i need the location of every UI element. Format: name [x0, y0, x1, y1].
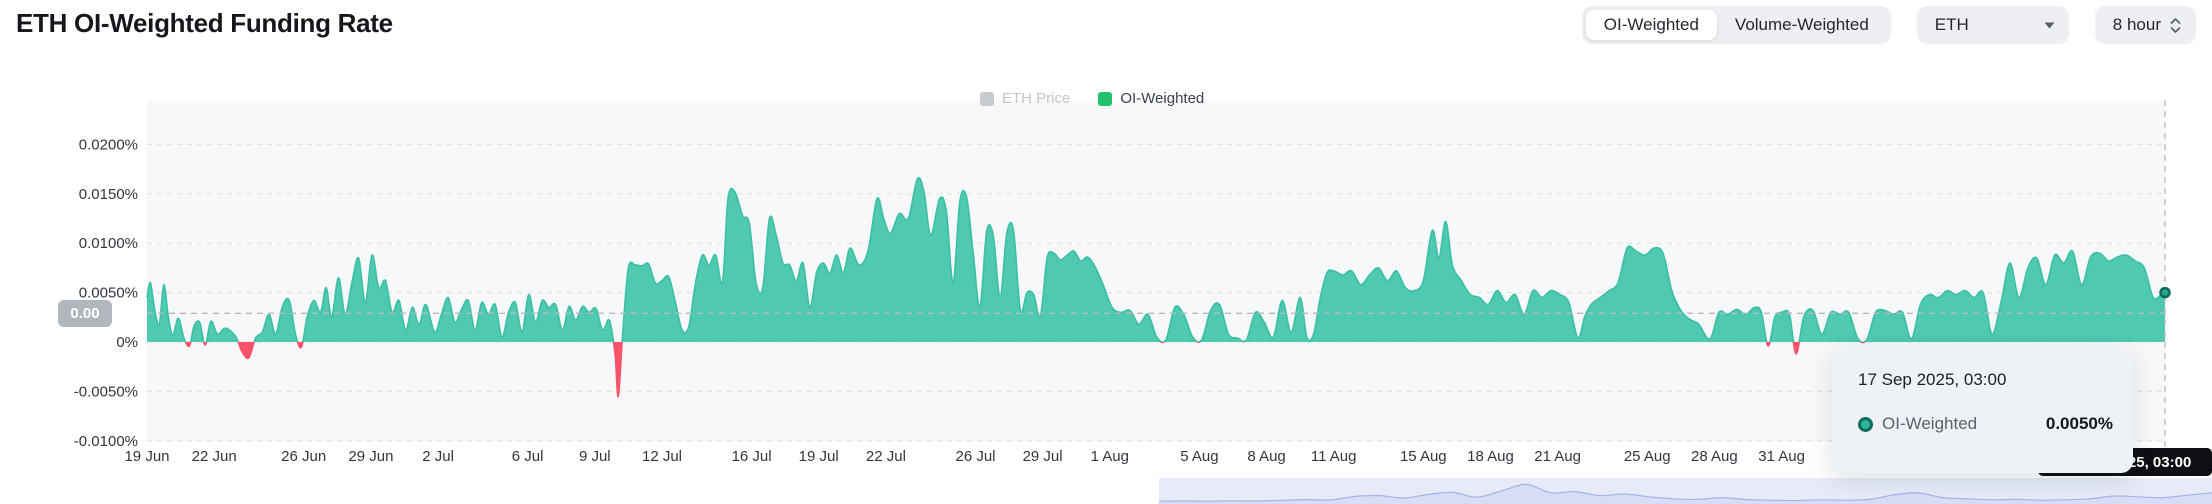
svg-text:11 Aug: 11 Aug — [1311, 448, 1357, 465]
header-controls: OI-Weighted Volume-Weighted ETH 8 hour — [1581, 6, 2196, 44]
svg-text:0.0100%: 0.0100% — [79, 235, 138, 252]
up-down-chevrons-icon — [2170, 17, 2181, 33]
legend-item-oi-weighted[interactable]: OI-Weighted — [1098, 90, 1204, 107]
svg-text:0%: 0% — [116, 334, 138, 351]
svg-text:15 Aug: 15 Aug — [1400, 448, 1447, 465]
svg-text:0.0150%: 0.0150% — [79, 186, 138, 203]
chevron-down-icon — [2044, 22, 2055, 28]
y-axis-pointer-badge: 0.00 — [58, 300, 112, 327]
svg-text:9 Jul: 9 Jul — [579, 448, 611, 465]
svg-text:5 Aug: 5 Aug — [1180, 448, 1218, 465]
svg-text:29 Jul: 29 Jul — [1023, 448, 1063, 465]
svg-text:0.0050%: 0.0050% — [79, 285, 138, 302]
legend-item-eth-price[interactable]: ETH Price — [980, 90, 1070, 107]
tooltip: 17 Sep 2025, 03:00 OI-Weighted 0.0050% — [1832, 348, 2133, 473]
svg-text:25 Aug: 25 Aug — [1624, 448, 1671, 465]
svg-text:16 Jul: 16 Jul — [732, 448, 772, 465]
svg-text:2 Jul: 2 Jul — [422, 448, 454, 465]
tooltip-row: OI-Weighted 0.0050% — [1858, 414, 2113, 434]
svg-text:31 Aug: 31 Aug — [1758, 448, 1805, 465]
data-zoom-navigator[interactable] — [1158, 478, 2212, 504]
tooltip-series-value: 0.0050% — [2045, 414, 2113, 433]
svg-text:0.0200%: 0.0200% — [79, 136, 138, 153]
svg-text:26 Jul: 26 Jul — [955, 448, 995, 465]
page-title: ETH OI-Weighted Funding Rate — [16, 8, 393, 38]
chart-legend: ETH Price OI-Weighted — [980, 90, 1204, 107]
series-marker-icon — [1858, 416, 1873, 432]
svg-text:8 Aug: 8 Aug — [1247, 448, 1285, 465]
last-point-marker — [2159, 286, 2171, 299]
svg-text:21 Aug: 21 Aug — [1534, 448, 1581, 465]
svg-text:6 Jul: 6 Jul — [512, 448, 544, 465]
tooltip-series-label: OI-Weighted — [1882, 414, 1978, 433]
y-axis-labels: 0.0200% 0.0150% 0.0100% 0.0050% 0% -0.0050% -0… — [74, 136, 138, 449]
svg-text:12 Jul: 12 Jul — [642, 448, 682, 465]
svg-text:-0.0100%: -0.0100% — [74, 433, 138, 450]
weighting-toggle: OI-Weighted Volume-Weighted — [1581, 6, 1891, 44]
svg-text:28 Aug: 28 Aug — [1691, 448, 1738, 465]
svg-text:-0.0050%: -0.0050% — [74, 383, 138, 400]
toggle-oi-weighted[interactable]: OI-Weighted — [1585, 10, 1717, 40]
plot-background — [147, 100, 2165, 442]
interval-select-value: 8 hour — [2112, 15, 2161, 34]
area-positive — [147, 177, 2165, 342]
symbol-select[interactable]: ETH — [1916, 6, 2069, 44]
toggle-volume-weighted[interactable]: Volume-Weighted — [1734, 15, 1869, 34]
funding-area-series — [146, 176, 2166, 398]
svg-text:22 Jul: 22 Jul — [866, 448, 906, 465]
svg-text:19 Jun: 19 Jun — [124, 448, 169, 465]
svg-text:26 Jun: 26 Jun — [281, 448, 326, 465]
legend-swatch-icon — [980, 91, 994, 106]
svg-text:19 Jul: 19 Jul — [799, 448, 839, 465]
legend-swatch-icon — [1098, 91, 1113, 106]
svg-text:29 Jun: 29 Jun — [348, 448, 393, 465]
tooltip-timestamp: 17 Sep 2025, 03:00 — [1858, 370, 2007, 389]
svg-text:1 Aug: 1 Aug — [1091, 448, 1129, 465]
symbol-select-value: ETH — [1934, 15, 1969, 34]
legend-label: ETH Price — [1002, 90, 1071, 107]
legend-label: OI-Weighted — [1120, 90, 1205, 107]
interval-select[interactable]: 8 hour — [2094, 6, 2196, 44]
svg-text:18 Aug: 18 Aug — [1467, 448, 1514, 465]
svg-text:22 Jun: 22 Jun — [192, 448, 237, 465]
